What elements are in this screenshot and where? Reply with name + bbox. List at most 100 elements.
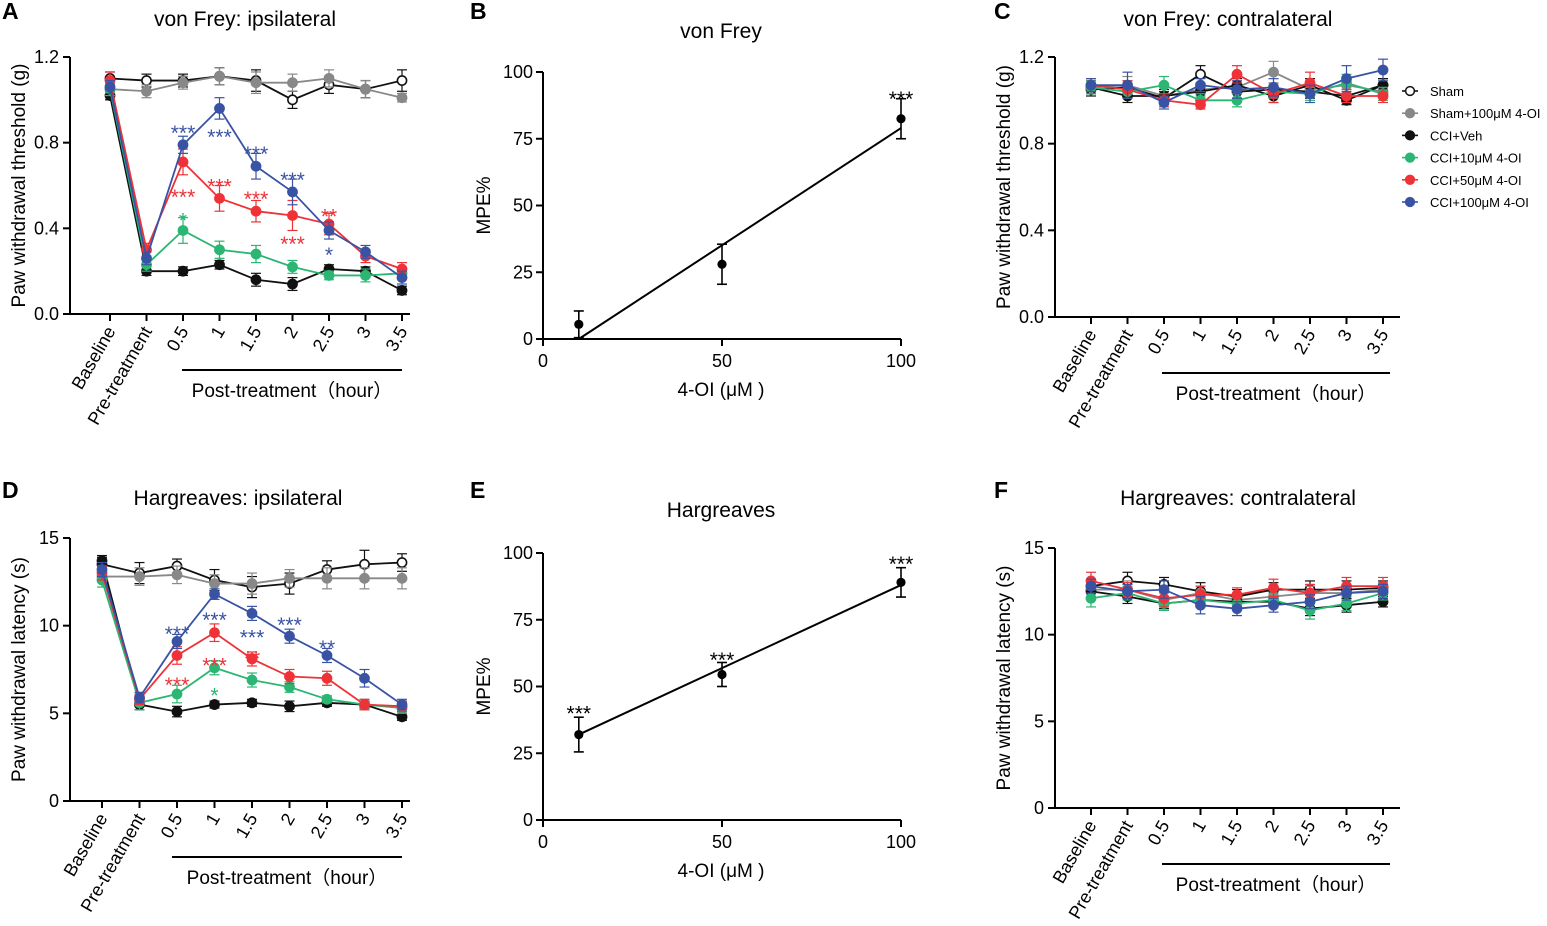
y-axis-label: Paw withdrawal threshold (g) <box>994 65 1015 309</box>
significance-label: *** <box>165 674 190 697</box>
data-point <box>1158 79 1170 91</box>
data-point <box>209 699 220 710</box>
data-point <box>1341 587 1352 599</box>
data-point <box>1341 73 1352 85</box>
data-point <box>287 210 298 221</box>
data-point <box>209 578 220 589</box>
significance-label: *** <box>889 553 914 576</box>
data-point <box>250 274 262 286</box>
data-point <box>1158 584 1170 595</box>
y-tick-label: 5 <box>1034 711 1044 731</box>
y-tick-label: 1.2 <box>1019 47 1044 67</box>
series-cci-100-m-4-oi <box>1085 58 1389 110</box>
data-point <box>1085 79 1097 91</box>
data-point <box>141 252 152 264</box>
legend-marker <box>1404 196 1416 208</box>
chart-title: von Frey: ipsilateral <box>154 8 336 31</box>
data-point <box>1268 599 1279 611</box>
data-point <box>360 246 371 258</box>
data-point <box>284 630 295 642</box>
data-point <box>1377 585 1389 597</box>
data-point <box>177 265 189 277</box>
data-point <box>246 653 258 665</box>
data-point <box>717 669 727 680</box>
data-point <box>209 662 220 674</box>
y-tick-label: 0.4 <box>1019 220 1044 240</box>
legend: Sham Sham+100μM 4-OI CCI+Veh CCI+10μM 4-OI C… <box>1402 84 1540 210</box>
series-cci-100-m-4-oi <box>1085 578 1389 617</box>
panel-letter: C <box>994 0 1011 24</box>
significance-label: ** <box>244 647 260 670</box>
legend-entry: Sham <box>1402 84 1464 99</box>
data-point <box>323 73 335 84</box>
series-cci-100-m-4-oi <box>104 79 408 285</box>
data-point <box>246 674 258 686</box>
legend-marker <box>1404 85 1416 97</box>
data-point <box>396 699 408 710</box>
y-tick-label: 75 <box>513 129 533 149</box>
legend-label: CCI+100μM 4-OI <box>1430 195 1529 210</box>
data-point <box>396 557 408 568</box>
series-sham-100-m-4-oi <box>104 67 408 104</box>
data-point <box>1195 79 1206 91</box>
data-point <box>246 697 258 709</box>
data-point <box>214 244 225 256</box>
significance-label: * <box>210 684 218 707</box>
x-axis-label: Post-treatment（hour） <box>192 380 393 402</box>
legend-entry: CCI+10μM 4-OI <box>1402 151 1522 166</box>
x-tick-label: 2 <box>280 323 302 342</box>
x-tick-label: 3 <box>352 810 374 829</box>
significance-label: *** <box>244 143 269 166</box>
x-tick-label: 100 <box>886 832 916 852</box>
x-tick-label: 3.5 <box>1363 326 1393 358</box>
significance-label: *** <box>567 703 592 726</box>
data-point <box>359 672 370 684</box>
data-point <box>323 270 335 281</box>
x-tick-label: 50 <box>712 351 732 371</box>
data-point <box>359 699 370 710</box>
data-point <box>896 577 906 587</box>
legend-marker <box>1404 152 1416 163</box>
data-point <box>323 225 335 236</box>
data-point <box>104 81 116 93</box>
x-tick-label: 3.5 <box>382 323 412 355</box>
x-tick-label: 1 <box>1188 326 1210 345</box>
data-point <box>177 77 189 89</box>
y-axis-label: Paw withdrawal latency (s) <box>9 557 30 782</box>
significance-label: *** <box>280 169 305 192</box>
data-point <box>1304 596 1316 608</box>
data-point <box>574 729 584 740</box>
x-tick-label: 3.5 <box>382 810 412 842</box>
y-tick-label: 15 <box>39 528 59 548</box>
significance-label: ** <box>319 637 335 660</box>
significance-label: *** <box>710 649 735 672</box>
x-tick-label: 0.5 <box>1144 326 1174 358</box>
panel-letter: A <box>2 0 19 24</box>
legend-entry: CCI+100μM 4-OI <box>1402 195 1529 210</box>
y-tick-label: 10 <box>1024 625 1044 645</box>
x-tick-label: 0 <box>538 351 548 371</box>
data-point <box>1377 90 1389 102</box>
data-point <box>171 636 183 647</box>
x-axis-label: Post-treatment（hour） <box>1176 383 1377 405</box>
y-tick-label: 100 <box>503 62 533 82</box>
x-tick-label: 2 <box>277 810 299 829</box>
y-tick-label: 0.8 <box>1019 134 1044 154</box>
data-point <box>1122 585 1133 597</box>
series-cci-veh <box>104 90 408 296</box>
data-point <box>177 225 189 236</box>
y-tick-label: 0.8 <box>34 133 59 153</box>
data-point <box>214 70 225 82</box>
legend-entry: Sham+100μM 4-OI <box>1402 106 1540 121</box>
data-point <box>214 259 225 271</box>
data-point <box>134 571 145 582</box>
data-point <box>1231 603 1243 615</box>
panel-letter: B <box>470 0 487 24</box>
x-axis-label: Post-treatment（hour） <box>1176 874 1377 896</box>
panel-E: E Hargreaves 0 25 50 75 100 0 50 100 MPE% 4-OI (μM … <box>470 477 916 882</box>
data-point <box>396 572 408 584</box>
legend-marker <box>1404 108 1416 119</box>
